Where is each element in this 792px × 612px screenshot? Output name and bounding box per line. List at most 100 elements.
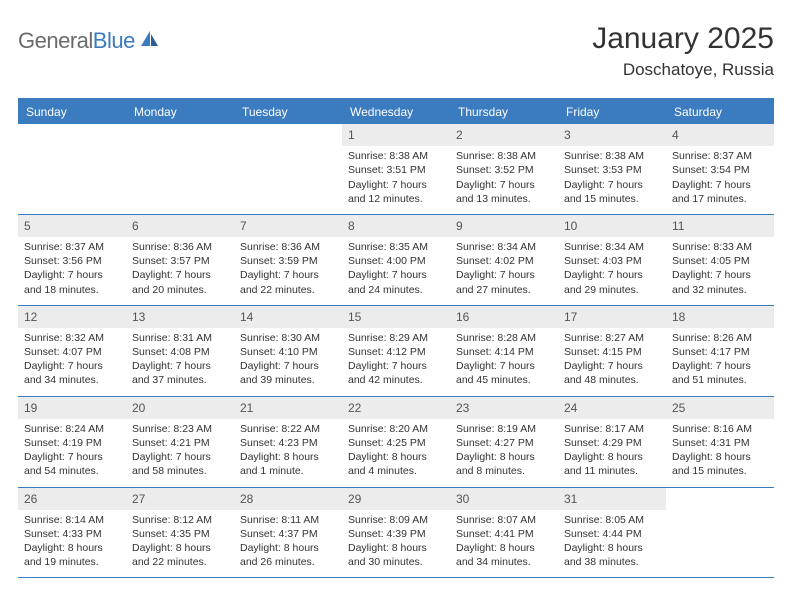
day-number: 1 (342, 124, 450, 146)
day-number: 8 (342, 215, 450, 237)
sunset-line: Sunset: 4:27 PM (456, 436, 552, 450)
day-number: 7 (234, 215, 342, 237)
daylight-line: Daylight: 8 hours (564, 541, 660, 555)
daylight-line: Daylight: 7 hours (132, 450, 228, 464)
sunset-line: Sunset: 3:51 PM (348, 163, 444, 177)
day-cell: 9Sunrise: 8:34 AMSunset: 4:02 PMDaylight… (450, 215, 558, 305)
sunset-line: Sunset: 4:07 PM (24, 345, 120, 359)
sunset-line: Sunset: 3:54 PM (672, 163, 768, 177)
daylight-line: and 34 minutes. (456, 555, 552, 569)
sunset-line: Sunset: 4:39 PM (348, 527, 444, 541)
daylight-line: Daylight: 7 hours (132, 268, 228, 282)
daylight-line: and 48 minutes. (564, 373, 660, 387)
day-cell: 26Sunrise: 8:14 AMSunset: 4:33 PMDayligh… (18, 488, 126, 578)
day-cell: 24Sunrise: 8:17 AMSunset: 4:29 PMDayligh… (558, 397, 666, 487)
daylight-line: Daylight: 8 hours (564, 450, 660, 464)
sunrise-line: Sunrise: 8:20 AM (348, 422, 444, 436)
daylight-line: Daylight: 8 hours (348, 450, 444, 464)
sunset-line: Sunset: 4:10 PM (240, 345, 336, 359)
weeks-container: 1Sunrise: 8:38 AMSunset: 3:51 PMDaylight… (18, 124, 774, 578)
daylight-line: Daylight: 7 hours (24, 268, 120, 282)
sunrise-line: Sunrise: 8:35 AM (348, 240, 444, 254)
sunset-line: Sunset: 4:02 PM (456, 254, 552, 268)
sunset-line: Sunset: 4:15 PM (564, 345, 660, 359)
day-number: 21 (234, 397, 342, 419)
sunset-line: Sunset: 4:14 PM (456, 345, 552, 359)
sunrise-line: Sunrise: 8:36 AM (240, 240, 336, 254)
sunset-line: Sunset: 4:31 PM (672, 436, 768, 450)
sunrise-line: Sunrise: 8:27 AM (564, 331, 660, 345)
sunrise-line: Sunrise: 8:36 AM (132, 240, 228, 254)
day-cell: 4Sunrise: 8:37 AMSunset: 3:54 PMDaylight… (666, 124, 774, 214)
day-number: 2 (450, 124, 558, 146)
sunrise-line: Sunrise: 8:37 AM (672, 149, 768, 163)
day-cell: 18Sunrise: 8:26 AMSunset: 4:17 PMDayligh… (666, 306, 774, 396)
daylight-line: and 24 minutes. (348, 283, 444, 297)
sunrise-line: Sunrise: 8:29 AM (348, 331, 444, 345)
daylight-line: Daylight: 7 hours (348, 178, 444, 192)
sunset-line: Sunset: 4:37 PM (240, 527, 336, 541)
daylight-line: Daylight: 7 hours (348, 359, 444, 373)
daylight-line: Daylight: 7 hours (564, 268, 660, 282)
calendar: SundayMondayTuesdayWednesdayThursdayFrid… (18, 98, 774, 578)
daylight-line: and 58 minutes. (132, 464, 228, 478)
logo: GeneralBlue (18, 28, 161, 54)
day-number: 23 (450, 397, 558, 419)
day-cell: 10Sunrise: 8:34 AMSunset: 4:03 PMDayligh… (558, 215, 666, 305)
day-number: 26 (18, 488, 126, 510)
daylight-line: and 34 minutes. (24, 373, 120, 387)
daylight-line: and 42 minutes. (348, 373, 444, 387)
day-number: 24 (558, 397, 666, 419)
day-cell: 28Sunrise: 8:11 AMSunset: 4:37 PMDayligh… (234, 488, 342, 578)
sail-icon (139, 29, 161, 54)
sunrise-line: Sunrise: 8:16 AM (672, 422, 768, 436)
day-number: 14 (234, 306, 342, 328)
sunrise-line: Sunrise: 8:26 AM (672, 331, 768, 345)
sunrise-line: Sunrise: 8:32 AM (24, 331, 120, 345)
sunset-line: Sunset: 4:00 PM (348, 254, 444, 268)
daylight-line: and 4 minutes. (348, 464, 444, 478)
day-header: Thursday (450, 100, 558, 124)
day-number: 13 (126, 306, 234, 328)
daylight-line: and 45 minutes. (456, 373, 552, 387)
daylight-line: and 54 minutes. (24, 464, 120, 478)
sunset-line: Sunset: 3:56 PM (24, 254, 120, 268)
daylight-line: Daylight: 7 hours (456, 178, 552, 192)
sunrise-line: Sunrise: 8:38 AM (564, 149, 660, 163)
day-cell: 5Sunrise: 8:37 AMSunset: 3:56 PMDaylight… (18, 215, 126, 305)
daylight-line: and 17 minutes. (672, 192, 768, 206)
day-header: Friday (558, 100, 666, 124)
daylight-line: Daylight: 8 hours (24, 541, 120, 555)
sunrise-line: Sunrise: 8:38 AM (456, 149, 552, 163)
sunrise-line: Sunrise: 8:17 AM (564, 422, 660, 436)
sunset-line: Sunset: 4:19 PM (24, 436, 120, 450)
day-cell: 23Sunrise: 8:19 AMSunset: 4:27 PMDayligh… (450, 397, 558, 487)
day-cell: 12Sunrise: 8:32 AMSunset: 4:07 PMDayligh… (18, 306, 126, 396)
sunset-line: Sunset: 4:21 PM (132, 436, 228, 450)
daylight-line: and 15 minutes. (672, 464, 768, 478)
day-headers-row: SundayMondayTuesdayWednesdayThursdayFrid… (18, 100, 774, 124)
sunset-line: Sunset: 3:52 PM (456, 163, 552, 177)
day-number: 18 (666, 306, 774, 328)
day-number: 17 (558, 306, 666, 328)
daylight-line: and 18 minutes. (24, 283, 120, 297)
day-number: 20 (126, 397, 234, 419)
day-cell: 21Sunrise: 8:22 AMSunset: 4:23 PMDayligh… (234, 397, 342, 487)
daylight-line: Daylight: 7 hours (564, 178, 660, 192)
daylight-line: and 32 minutes. (672, 283, 768, 297)
daylight-line: and 39 minutes. (240, 373, 336, 387)
week-row: 19Sunrise: 8:24 AMSunset: 4:19 PMDayligh… (18, 397, 774, 488)
day-number: 5 (18, 215, 126, 237)
daylight-line: and 13 minutes. (456, 192, 552, 206)
day-header: Tuesday (234, 100, 342, 124)
day-cell: 6Sunrise: 8:36 AMSunset: 3:57 PMDaylight… (126, 215, 234, 305)
daylight-line: Daylight: 8 hours (132, 541, 228, 555)
sunrise-line: Sunrise: 8:28 AM (456, 331, 552, 345)
daylight-line: and 51 minutes. (672, 373, 768, 387)
daylight-line: and 22 minutes. (132, 555, 228, 569)
day-number: 22 (342, 397, 450, 419)
daylight-line: and 38 minutes. (564, 555, 660, 569)
day-number: 3 (558, 124, 666, 146)
sunrise-line: Sunrise: 8:14 AM (24, 513, 120, 527)
day-cell: 15Sunrise: 8:29 AMSunset: 4:12 PMDayligh… (342, 306, 450, 396)
